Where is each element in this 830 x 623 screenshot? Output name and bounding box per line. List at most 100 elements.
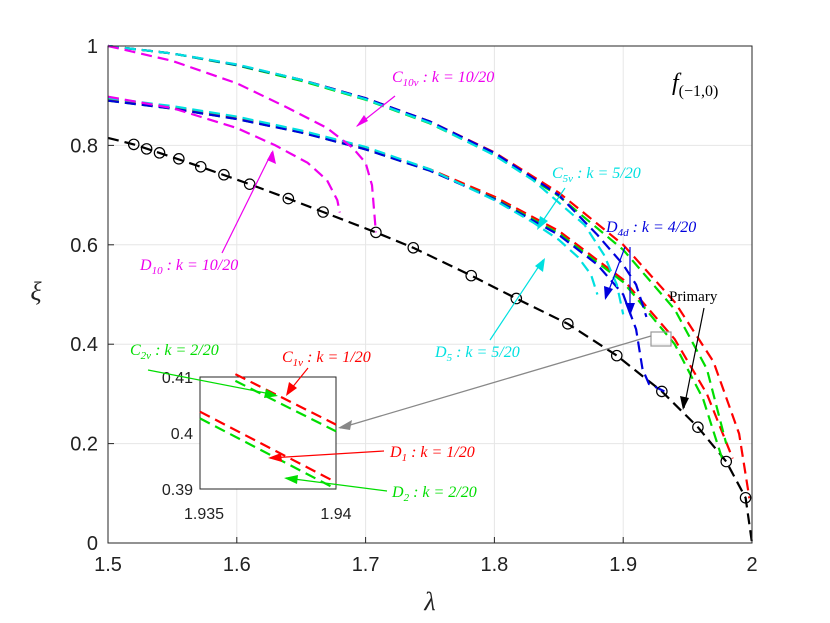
primary-marker	[562, 318, 574, 330]
label-c10v-main: C	[392, 69, 403, 86]
d5-arrow	[489, 259, 544, 341]
d10-arrow	[221, 151, 273, 254]
primary-marker	[656, 385, 668, 398]
label-c1v: C1v : k = 1/20	[282, 349, 371, 369]
label-d2-main: D	[391, 484, 404, 501]
label-d4d-main: D	[605, 219, 618, 236]
label-d5: D5 : k = 5/20	[434, 344, 520, 364]
primary-arrow	[683, 307, 705, 409]
label-d10-main: D	[139, 257, 152, 274]
label-c5v-main: C	[552, 165, 563, 182]
inset-series-d2-line	[199, 417, 337, 490]
d10-arrowhead	[267, 150, 276, 164]
x-tick-label: 2	[746, 554, 757, 576]
label-c2v-sub: 2v	[141, 350, 152, 362]
inset-series-c1v-line	[234, 373, 337, 426]
label-d5-main: D	[434, 344, 447, 361]
primary-marker	[739, 491, 752, 504]
c2v-arrowhead	[264, 389, 278, 398]
c1v-arrowhead	[286, 382, 297, 396]
y-tick-label: 0.8	[70, 135, 98, 157]
primary-arrowhead	[680, 396, 689, 410]
series-c10v-line	[107, 44, 377, 233]
panel-label-main: f	[672, 70, 682, 96]
primary-marker	[465, 269, 478, 282]
label-c5v-rest: : k = 5/20	[573, 165, 641, 182]
label-d10-sub: 10	[152, 265, 164, 277]
panel-label-sub: (−1,0)	[679, 83, 719, 100]
inset-y-tick-0.39: 0.39	[162, 482, 193, 499]
label-d5-sub: 5	[447, 352, 453, 364]
primary-marker	[510, 292, 523, 305]
primary-marker	[692, 421, 704, 433]
label-c10v: C10v : k = 10/20	[392, 69, 494, 89]
primary-marker	[610, 349, 623, 362]
label-c10v-rest: : k = 10/20	[419, 69, 495, 86]
label-d2-rest: : k = 2/20	[409, 484, 477, 501]
c2v-arrow	[147, 369, 277, 396]
zoom-arrowhead	[338, 420, 352, 430]
primary-marker	[153, 147, 166, 159]
primary-marker	[243, 178, 256, 190]
inset-x-tick-1.94: 1.94	[320, 506, 351, 523]
inset-series-c2v-line	[234, 379, 337, 433]
x-tick-label: 1.8	[480, 554, 508, 576]
d4d-arrowhead-2	[625, 303, 635, 316]
label-d4d: D4d : k = 4/20	[605, 219, 696, 239]
y-axis-label: ξ	[30, 277, 42, 306]
primary-marker	[173, 153, 185, 165]
series-primary-line	[107, 136, 754, 544]
series-d4d-line	[107, 99, 665, 393]
inset-curves	[199, 373, 337, 490]
y-tick-label: 0.6	[70, 235, 98, 257]
series-d5-line	[107, 97, 599, 295]
label-d1-rest: : k = 1/20	[407, 444, 475, 461]
label-d2-sub: 2	[404, 492, 410, 504]
x-tick-label: 1.7	[352, 554, 380, 576]
primary-marker	[407, 241, 420, 254]
label-c1v-rest: : k = 1/20	[303, 349, 371, 366]
label-d1-main: D	[389, 444, 402, 461]
d2-arrowhead	[284, 475, 298, 484]
label-d10: D10 : k = 10/20	[139, 257, 238, 277]
x-tick-label: 1.5	[94, 554, 122, 576]
x-tick-label: 1.9	[609, 554, 637, 576]
label-c1v-main: C	[282, 349, 293, 366]
series-d10-line	[107, 95, 341, 213]
label-d10-rest: : k = 10/20	[163, 257, 239, 274]
primary-marker	[194, 160, 207, 173]
chart-curves	[107, 44, 754, 544]
label-d4d-sub: 4d	[618, 227, 630, 239]
d5-arrowhead	[535, 258, 545, 272]
label-d1: D1 : k = 1/20	[389, 444, 475, 464]
label-d2: D2 : k = 2/20	[391, 484, 477, 504]
x-axis-label: λ	[423, 587, 435, 616]
label-c10v-sub: 10v	[403, 77, 419, 89]
label-d1-sub: 1	[402, 452, 408, 464]
label-d4d-rest: : k = 4/20	[629, 219, 697, 236]
x-tick-label: 1.6	[223, 554, 251, 576]
c5v-arrowhead	[537, 216, 548, 230]
label-d5-rest: : k = 5/20	[452, 344, 520, 361]
d1-arrow	[269, 450, 385, 459]
primary-markers	[127, 138, 752, 504]
axis-ticks: 1.5 1.6 1.7 1.8 1.9 2 0 0.2 0.4 0.6 0.8 1	[70, 36, 757, 576]
label-c5v-sub: 5v	[563, 173, 574, 185]
zoom-region-box	[650, 331, 672, 347]
annotation-arrows	[147, 95, 705, 492]
y-tick-label: 0.4	[70, 334, 98, 356]
inset-x-tick-1.935: 1.935	[184, 506, 224, 523]
zoom-connector	[339, 335, 652, 429]
label-primary: Primary	[669, 289, 718, 305]
plot-frame	[107, 45, 753, 544]
primary-marker	[370, 226, 382, 239]
d2-arrow	[285, 477, 388, 492]
primary-marker	[317, 206, 329, 218]
d1-arrowhead	[268, 453, 282, 462]
panel-label: f(−1,0)	[672, 70, 718, 100]
inset-series-d1-line	[199, 410, 337, 484]
primary-marker	[282, 192, 295, 205]
label-c1v-sub: 1v	[293, 357, 304, 369]
